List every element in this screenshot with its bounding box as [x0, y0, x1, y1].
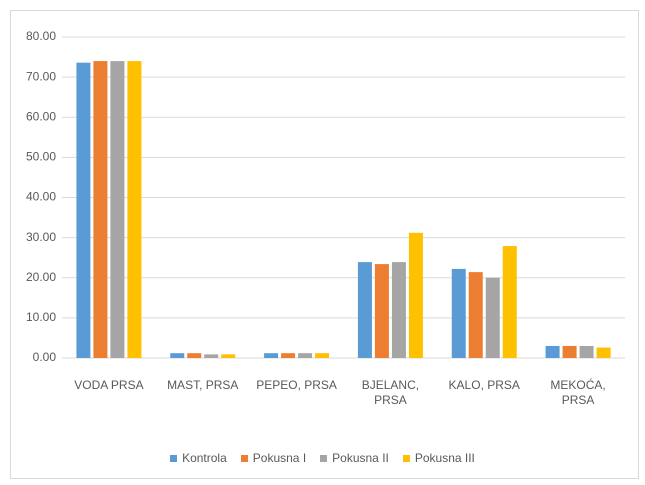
legend-swatch	[170, 454, 178, 462]
legend-label: Pokusna I	[252, 451, 307, 465]
x-tick-label: MEKOĆA, PRSA	[550, 378, 606, 407]
y-tick-label: 50.00	[26, 150, 56, 164]
y-tick-label: 70.00	[26, 69, 56, 83]
x-tick-label: BJELANC, PRSA	[361, 378, 420, 407]
legend-swatch	[240, 454, 248, 462]
bar	[374, 264, 389, 358]
bar	[315, 353, 330, 358]
legend-swatch	[402, 454, 410, 462]
bar	[357, 262, 372, 358]
y-tick-label: 80.00	[26, 29, 56, 43]
legend-label: Pokusna II	[332, 451, 389, 465]
bar	[298, 353, 313, 358]
bar	[468, 272, 483, 358]
bar	[545, 345, 560, 358]
bar	[391, 262, 406, 358]
y-tick-label: 0.00	[33, 350, 57, 364]
y-tick-label: 40.00	[26, 190, 56, 204]
y-tick-label: 30.00	[26, 230, 56, 244]
bar	[502, 246, 517, 358]
bar	[204, 354, 219, 358]
bar	[76, 62, 91, 359]
bar	[451, 268, 466, 358]
legend-label: Pokusna III	[414, 451, 475, 465]
legend-item: Pokusna II	[320, 451, 389, 465]
legend-item: Kontrola	[170, 451, 227, 465]
bar	[596, 347, 611, 358]
x-tick-label: PEPEO, PRSA	[256, 378, 337, 392]
bar	[187, 353, 202, 358]
legend-item: Pokusna III	[402, 451, 475, 465]
chart-frame	[10, 10, 639, 479]
y-tick-label: 60.00	[26, 109, 56, 123]
legend-item: Pokusna I	[240, 451, 307, 465]
bar	[264, 353, 279, 358]
legend-label: Kontrola	[182, 451, 227, 465]
x-tick-label: MAST, PRSA	[167, 378, 239, 392]
bar	[485, 277, 500, 358]
legend-swatch	[320, 454, 328, 462]
bar	[281, 353, 296, 358]
bar	[579, 345, 594, 358]
bar	[110, 61, 125, 358]
bar	[170, 353, 185, 358]
x-tick-label: KALO, PRSA	[448, 378, 520, 392]
bar	[562, 345, 577, 358]
y-tick-label: 20.00	[26, 270, 56, 284]
y-tick-label: 10.00	[26, 310, 56, 324]
x-tick-label: VODA PRSA	[74, 378, 144, 392]
legend: Kontrola Pokusna I Pokusna II Pokusna III	[0, 451, 645, 465]
bar	[93, 61, 108, 358]
bar	[127, 61, 142, 358]
bar	[221, 354, 236, 358]
bar	[408, 232, 423, 358]
